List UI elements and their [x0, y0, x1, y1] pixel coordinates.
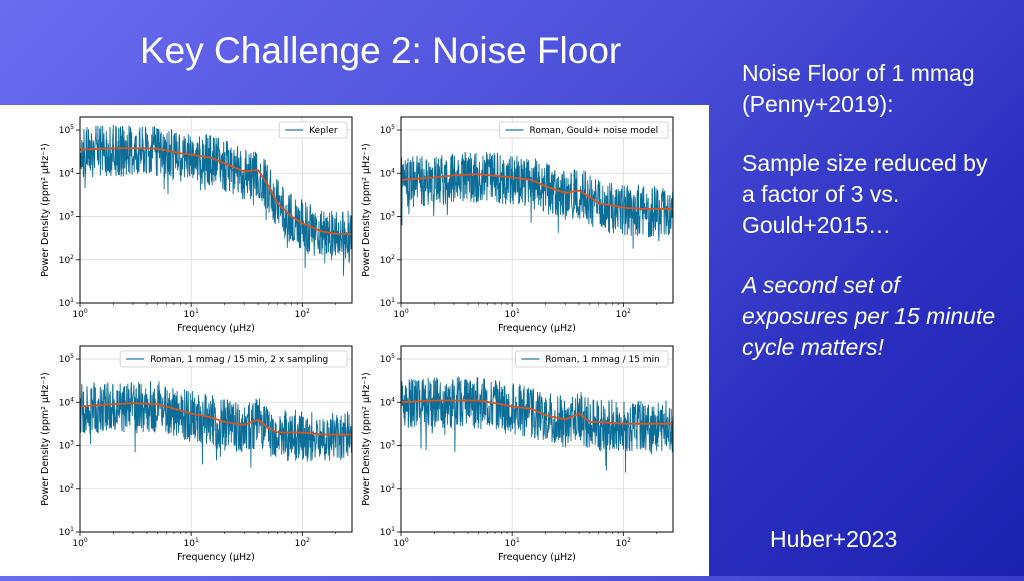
figure-panel: 101 102 103 104 105 100 101 102 Kepler Frequency … — [0, 105, 709, 576]
smoothed-spectrum-line — [80, 147, 352, 236]
y-tick-label: 104 — [380, 167, 395, 179]
x-tick-label: 101 — [505, 537, 520, 549]
side-note-sample-size: Sample size reduced by a factor of 3 vs.… — [742, 150, 988, 238]
legend-box — [278, 121, 348, 139]
y-tick-label: 101 — [380, 526, 395, 538]
noisy-spectrum-line — [401, 151, 673, 249]
y-tick-label: 104 — [380, 396, 395, 408]
x-tick-label: 100 — [72, 308, 87, 320]
y-tick-label: 101 — [59, 297, 74, 309]
side-note-second-exposure: A second set of exposures per 15 minute … — [742, 272, 996, 360]
legend-box — [515, 350, 669, 368]
x-axis-label: Frequency (μHz) — [498, 323, 576, 334]
y-axis-label: Power Density (ppm² μHz⁻¹) — [361, 143, 372, 276]
x-tick-label: 101 — [505, 308, 520, 320]
y-tick-label: 105 — [380, 353, 395, 365]
slide-title: Key Challenge 2: Noise Floor — [140, 30, 622, 71]
smoothed-spectrum-line — [80, 402, 352, 436]
y-tick-label: 102 — [59, 483, 74, 495]
x-tick-label: 102 — [616, 537, 631, 549]
axes-frame — [79, 345, 353, 533]
y-axis-label: Power Density (ppm² μHz⁻¹) — [361, 372, 372, 505]
noisy-spectrum-line — [80, 124, 352, 276]
legend-box — [499, 121, 669, 139]
x-tick-label: 101 — [184, 308, 199, 320]
legend-label: Kepler — [309, 126, 338, 136]
x-axis-label: Frequency (μHz) — [177, 323, 255, 334]
noisy-spectrum-line — [80, 381, 352, 468]
y-tick-label: 101 — [59, 526, 74, 538]
y-tick-label: 105 — [59, 124, 74, 136]
side-note-noise-floor: Noise Floor of 1 mmag (Penny+2019): — [742, 60, 975, 117]
y-tick-label: 102 — [380, 483, 395, 495]
x-axis-label: Frequency (μHz) — [177, 552, 255, 563]
y-tick-label: 102 — [380, 254, 395, 266]
x-tick-label: 100 — [393, 537, 408, 549]
legend-label: Roman, 1 mmag / 15 min, 2 x sampling — [150, 355, 328, 365]
axes-frame — [400, 345, 674, 533]
noisy-spectrum-line — [401, 376, 673, 473]
x-tick-label: 102 — [295, 537, 310, 549]
y-axis-label: Power Density (ppm² μHz⁻¹) — [40, 143, 51, 276]
x-tick-label: 100 — [393, 308, 408, 320]
y-tick-label: 105 — [59, 353, 74, 365]
legend-label: Roman, Gould+ noise model — [530, 126, 659, 136]
axes-frame — [400, 116, 674, 304]
legend-label: Roman, 1 mmag / 15 min — [545, 355, 659, 365]
y-tick-label: 103 — [59, 440, 74, 452]
reference-citation: Huber+2023 — [770, 526, 898, 552]
y-tick-label: 104 — [59, 167, 74, 179]
axes-frame — [79, 116, 353, 304]
y-tick-label: 102 — [59, 254, 74, 266]
x-axis-label: Frequency (μHz) — [498, 552, 576, 563]
smoothed-spectrum-line — [401, 173, 673, 210]
x-tick-label: 100 — [72, 537, 87, 549]
x-tick-label: 101 — [184, 537, 199, 549]
y-tick-label: 103 — [59, 211, 74, 223]
x-tick-label: 102 — [295, 308, 310, 320]
y-tick-label: 101 — [380, 297, 395, 309]
y-tick-label: 104 — [59, 396, 74, 408]
x-tick-label: 102 — [616, 308, 631, 320]
y-tick-label: 103 — [380, 440, 395, 452]
y-tick-label: 103 — [380, 211, 395, 223]
legend-box — [119, 350, 348, 368]
y-axis-label: Power Density (ppm² μHz⁻¹) — [40, 372, 51, 505]
smoothed-spectrum-line — [401, 399, 673, 425]
y-tick-label: 105 — [380, 124, 395, 136]
